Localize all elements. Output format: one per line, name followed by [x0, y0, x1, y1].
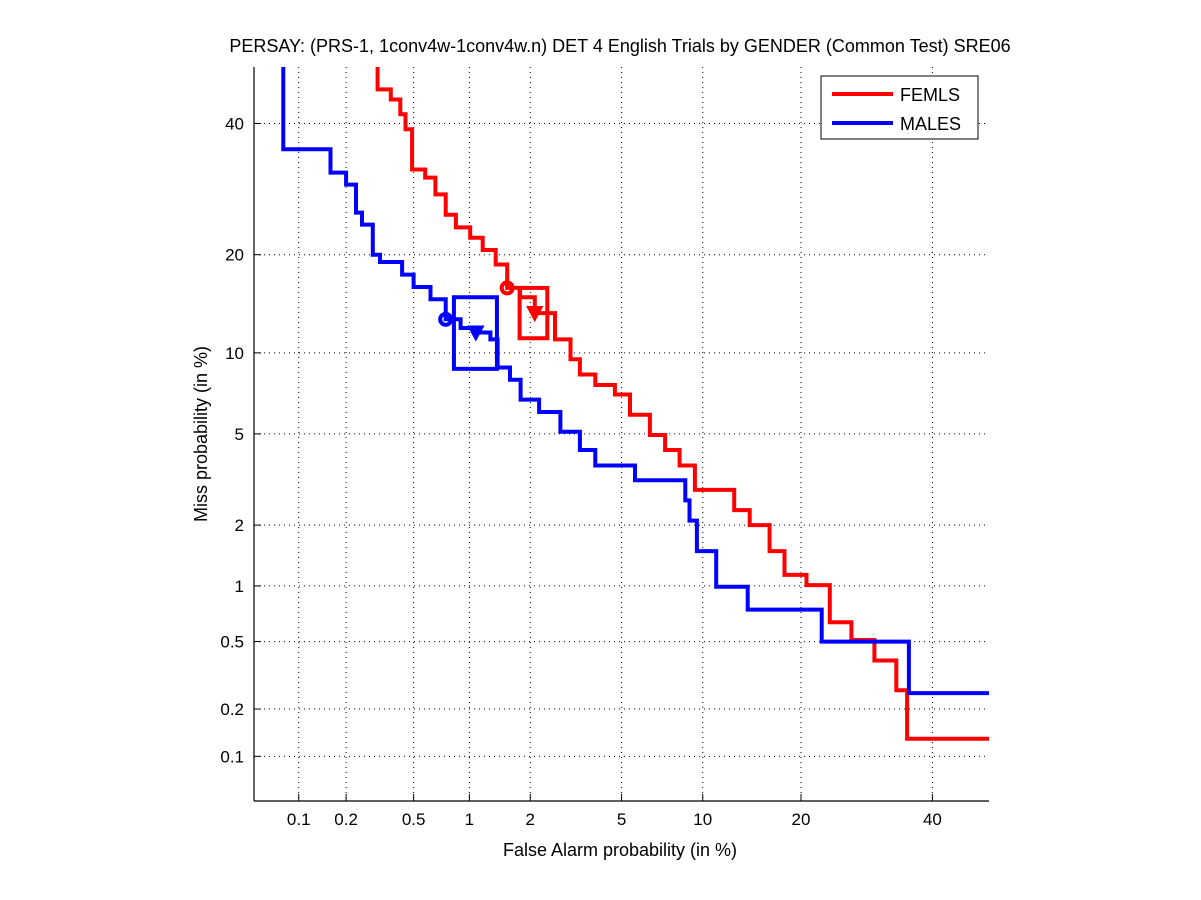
y-tick-label: 0.1 [220, 747, 244, 766]
det-curve-males [281, 67, 989, 696]
operating-points [438, 280, 544, 342]
x-tick-label: 1 [465, 810, 474, 829]
actual-dcf-marker-males [438, 311, 454, 327]
y-axis-label: Miss probability (in %) [191, 346, 211, 522]
x-tick-label: 2 [526, 810, 535, 829]
y-tick-label: 1 [235, 577, 244, 596]
y-tick-label: 10 [225, 344, 244, 363]
x-tick-label: 5 [617, 810, 626, 829]
y-tick-label: 2 [235, 516, 244, 535]
legend-box [820, 75, 979, 140]
confidence-box-males [451, 295, 499, 371]
y-tick-label: 40 [225, 115, 244, 134]
actual-dcf-marker-femls [499, 280, 515, 296]
det-curve-femls [375, 67, 989, 741]
legend-label-males: MALES [900, 114, 961, 134]
x-tick-label: 20 [792, 810, 811, 829]
x-tick-label: 10 [693, 810, 712, 829]
x-tick-label: 0.1 [287, 810, 311, 829]
y-tick-label: 0.5 [220, 633, 244, 652]
legend-label-femls: FEMLS [900, 85, 960, 105]
x-axis-label: False Alarm probability (in %) [503, 840, 737, 860]
min-dcf-marker-males [467, 325, 485, 342]
x-tick-label: 0.5 [402, 810, 426, 829]
x-tick-label: 0.2 [334, 810, 358, 829]
x-ticks: 0.1 0.2 0.5 1 2 5 10 20 40 [287, 794, 942, 829]
x-tick-label: 40 [923, 810, 942, 829]
y-ticks: 0.1 0.2 0.5 1 2 5 10 20 40 [220, 115, 261, 766]
y-tick-label: 20 [225, 246, 244, 265]
y-tick-label: 0.2 [220, 700, 244, 719]
chart-title: PERSAY: (PRS-1, 1conv4w-1conv4w.n) DET 4… [229, 36, 1010, 56]
min-dcf-marker-femls [526, 306, 544, 323]
legend: FEMLS MALES [820, 75, 979, 140]
det-curves [281, 67, 989, 741]
y-tick-label: 5 [235, 425, 244, 444]
